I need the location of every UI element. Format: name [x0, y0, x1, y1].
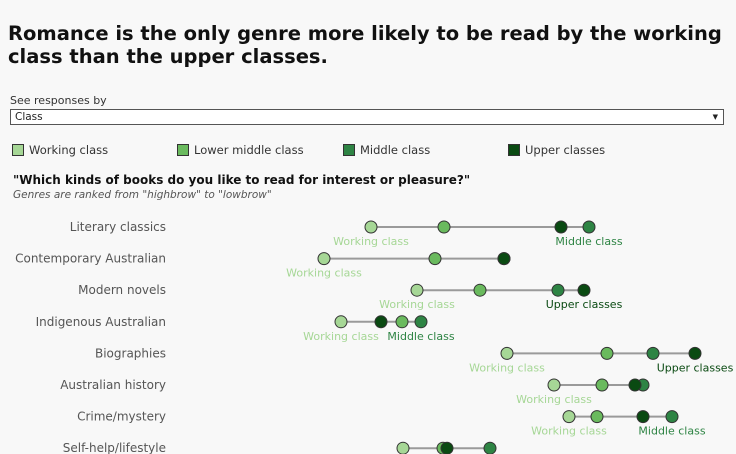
- select-label: See responses by: [10, 94, 107, 107]
- dot-middle-class: [414, 315, 428, 329]
- series-label: Working class: [531, 425, 607, 438]
- legend-item-lower-middle-class[interactable]: Lower middle class: [177, 143, 304, 157]
- genre-label: Self-help/lifestyle: [63, 441, 166, 454]
- legend-swatch: [12, 144, 24, 156]
- dot-middle-class: [483, 441, 497, 454]
- dot-lower-middle-class: [437, 220, 451, 234]
- dot-upper-classes: [554, 220, 568, 234]
- legend-label: Lower middle class: [194, 143, 304, 157]
- legend-label: Middle class: [360, 143, 431, 157]
- dot-lower-middle-class: [473, 283, 487, 297]
- dot-upper-classes: [688, 346, 702, 360]
- series-label: Middle class: [555, 235, 622, 248]
- legend-item-upper-classes[interactable]: Upper classes: [508, 143, 605, 157]
- dot-lower-middle-class: [595, 378, 609, 392]
- dot-upper-classes: [636, 410, 650, 424]
- genre-label: Literary classics: [70, 220, 166, 234]
- genre-label: Australian history: [60, 378, 166, 392]
- dot-upper-classes: [374, 315, 388, 329]
- legend-swatch: [343, 144, 355, 156]
- series-label: Working class: [516, 393, 592, 406]
- dot-working-class: [500, 346, 514, 360]
- dot-lower-middle-class: [590, 410, 604, 424]
- dot-working-class: [334, 315, 348, 329]
- chart-question-note: Genres are ranked from "highbrow" to "lo…: [13, 189, 272, 201]
- dot-working-class: [562, 410, 576, 424]
- dot-middle-class: [582, 220, 596, 234]
- legend-label: Upper classes: [525, 143, 606, 157]
- dot-middle-class: [646, 346, 660, 360]
- series-label: Working class: [379, 298, 455, 311]
- dot-working-class: [317, 252, 331, 266]
- genre-label: Contemporary Australian: [15, 252, 166, 266]
- select-value: Class: [15, 111, 43, 123]
- genre-label: Biographies: [95, 346, 166, 360]
- series-label: Working class: [333, 235, 409, 248]
- legend-swatch: [508, 144, 520, 156]
- series-label: Working class: [286, 267, 362, 280]
- dot-working-class: [547, 378, 561, 392]
- dot-working-class: [396, 441, 410, 454]
- dot-lower-middle-class: [600, 346, 614, 360]
- genre-label: Modern novels: [78, 283, 166, 297]
- dot-middle-class: [665, 410, 679, 424]
- dot-upper-classes: [440, 441, 454, 454]
- series-label: Middle class: [638, 425, 705, 438]
- genre-label: Crime/mystery: [77, 410, 166, 424]
- responses-select[interactable]: Class ▼: [10, 109, 724, 125]
- dot-lower-middle-class: [395, 315, 409, 329]
- dot-middle-class: [551, 283, 565, 297]
- dot-working-class: [364, 220, 378, 234]
- dot-upper-classes: [497, 252, 511, 266]
- series-label: Upper classes: [657, 361, 734, 374]
- legend: Working class Lower middle class Middle …: [0, 143, 736, 159]
- dot-upper-classes: [577, 283, 591, 297]
- dot-upper-classes: [628, 378, 642, 392]
- series-label: Working class: [469, 361, 545, 374]
- genre-label: Indigenous Australian: [36, 315, 166, 329]
- legend-item-middle-class[interactable]: Middle class: [343, 143, 430, 157]
- dot-lower-middle-class: [428, 252, 442, 266]
- chart-question: "Which kinds of books do you like to rea…: [13, 173, 471, 187]
- chevron-down-icon[interactable]: ▼: [712, 113, 718, 121]
- series-label: Upper classes: [546, 298, 623, 311]
- series-label: Middle class: [387, 330, 454, 343]
- legend-label: Working class: [29, 143, 109, 157]
- legend-swatch: [177, 144, 189, 156]
- dot-working-class: [410, 283, 424, 297]
- page-title: Romance is the only genre more likely to…: [8, 22, 722, 68]
- series-label: Working class: [303, 330, 379, 343]
- legend-item-working-class[interactable]: Working class: [12, 143, 108, 157]
